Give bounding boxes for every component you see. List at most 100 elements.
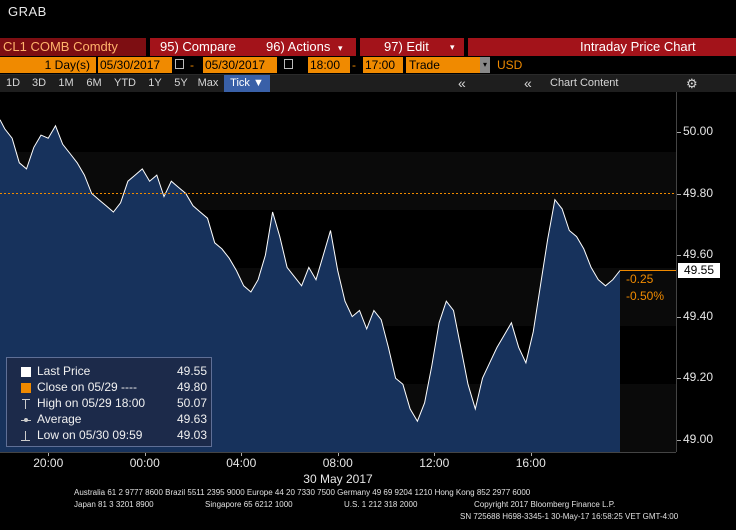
x-tick-label: 08:00 bbox=[322, 456, 353, 470]
legend-value: 49.63 bbox=[177, 412, 208, 426]
compare-button[interactable]: 95) Compare bbox=[160, 39, 236, 54]
y-tick-mark bbox=[677, 439, 681, 441]
x-axis: 20:00 00:00 04:00 08:00 12:00 16:00 bbox=[0, 452, 676, 473]
calendar-icon[interactable] bbox=[175, 59, 184, 69]
x-tick-mark bbox=[48, 453, 50, 456]
menu-bar: CL1 COMB Comdty 95) Compare 96) Actions … bbox=[0, 38, 736, 56]
collapse-left-icon[interactable]: « bbox=[458, 75, 466, 91]
x-tick-label: 00:00 bbox=[129, 456, 160, 470]
edit-menu[interactable]: 97) Edit bbox=[384, 38, 429, 56]
footer-contacts-japan: Japan 81 3 3201 8900 bbox=[74, 500, 154, 509]
footer-contacts-singapore: Singapore 65 6212 1000 bbox=[205, 500, 293, 509]
plot-band bbox=[0, 152, 676, 210]
y-tick-label: 50.00 bbox=[683, 124, 714, 138]
days-unit: Day(s) bbox=[54, 58, 90, 72]
caret-down-icon[interactable]: ▾ bbox=[450, 42, 455, 52]
period-1y[interactable]: 1Y bbox=[148, 77, 162, 89]
date-range-bar: 1 Day(s) 05/30/2017 - 05/30/2017 18:00 -… bbox=[0, 56, 736, 74]
chart-content-button[interactable]: Chart Content bbox=[550, 77, 619, 89]
x-tick-mark bbox=[337, 453, 339, 456]
white-square-icon bbox=[21, 367, 31, 377]
menu-separator bbox=[464, 38, 468, 56]
period-max[interactable]: Max bbox=[197, 77, 219, 89]
legend-row-close: Close on 05/29 ---- 49.80 bbox=[7, 380, 211, 396]
days-count: 1 bbox=[44, 58, 52, 72]
legend-row-high: High on 05/29 18:00 50.07 bbox=[7, 396, 211, 412]
period-6m[interactable]: 6M bbox=[86, 77, 102, 89]
security-ticker-field[interactable]: CL1 COMB Comdty bbox=[0, 38, 149, 56]
y-tick-mark bbox=[677, 378, 681, 380]
percent-change-label: -0.50% bbox=[626, 289, 665, 303]
actions-label: 96) Actions bbox=[266, 39, 331, 54]
date-range-dash: - bbox=[190, 58, 194, 72]
legend-row-low: Low on 05/30 09:59 49.03 bbox=[7, 428, 211, 444]
y-tick-label: 49.80 bbox=[683, 185, 714, 200]
period-1m[interactable]: 1M bbox=[58, 77, 74, 89]
window-title: GRAB bbox=[8, 4, 47, 19]
footer-copyright: Copyright 2017 Bloomberg Finance L.P. bbox=[474, 500, 616, 509]
low-marker-icon bbox=[21, 431, 31, 441]
currency-label: USD bbox=[497, 58, 523, 72]
y-tick-label: 49.40 bbox=[683, 308, 714, 323]
orange-square-icon bbox=[21, 383, 31, 393]
y-tick-mark bbox=[677, 316, 681, 318]
y-tick-label: 49.00 bbox=[683, 431, 714, 446]
legend-value: 49.03 bbox=[177, 428, 208, 442]
start-date-field[interactable]: 05/30/2017 bbox=[98, 57, 172, 73]
period-5y[interactable]: 5Y bbox=[174, 77, 188, 89]
x-tick-label: 16:00 bbox=[515, 456, 546, 470]
footer-contacts-line: Australia 61 2 9777 8600 Brazil 5511 239… bbox=[74, 488, 531, 497]
actions-menu[interactable]: 96) Actions ▾ bbox=[266, 38, 342, 56]
y-tick-mark bbox=[677, 193, 681, 195]
chart-type-title: Intraday Price Chart bbox=[580, 39, 696, 54]
end-time-field[interactable]: 17:00 bbox=[363, 57, 403, 73]
time-range-dash: - bbox=[352, 58, 356, 72]
menu-separator bbox=[356, 38, 360, 56]
period-toolbar: 1D 3D 1M 6M YTD 1Y 5Y Max Tick ▼ « « Cha… bbox=[0, 74, 736, 92]
legend-label: High on 05/29 18:00 bbox=[37, 396, 146, 410]
field-dropdown-arrow-icon[interactable]: ▾ bbox=[480, 57, 490, 73]
chart-legend[interactable]: Last Price 49.55 Close on 05/29 ---- 49.… bbox=[6, 357, 212, 447]
field-selector[interactable]: Trade bbox=[406, 57, 481, 73]
last-price-marker: 49.55 bbox=[678, 263, 720, 279]
legend-label: Average bbox=[37, 412, 82, 426]
footer-session-stamp: SN 725688 H698-3345-1 30-May-17 16:58:25… bbox=[460, 512, 679, 521]
menu-separator bbox=[146, 38, 150, 56]
last-price-line bbox=[0, 119, 621, 423]
x-tick-mark bbox=[530, 453, 532, 456]
y-tick-mark bbox=[677, 132, 681, 133]
legend-label: Last Price bbox=[37, 364, 91, 378]
end-date-field[interactable]: 05/30/2017 bbox=[203, 57, 277, 73]
x-tick-label: 20:00 bbox=[33, 456, 64, 470]
x-tick-mark bbox=[241, 453, 243, 456]
legend-row-last-price: Last Price 49.55 bbox=[7, 364, 211, 380]
start-time-field[interactable]: 18:00 bbox=[308, 57, 350, 73]
days-selector[interactable]: 1 Day(s) bbox=[0, 57, 96, 73]
legend-label: Low on 05/30 09:59 bbox=[37, 428, 143, 442]
legend-label: Close on 05/29 ---- bbox=[37, 380, 138, 394]
legend-row-average: Average 49.63 bbox=[7, 412, 211, 428]
period-3d[interactable]: 3D bbox=[31, 77, 47, 89]
caret-down-icon: ▾ bbox=[337, 43, 343, 53]
legend-value: 49.55 bbox=[177, 364, 208, 378]
edit-label: 97) Edit bbox=[384, 39, 429, 54]
y-tick-label: 49.60 bbox=[683, 247, 714, 262]
average-marker-icon bbox=[21, 415, 31, 425]
x-tick-mark bbox=[434, 453, 436, 456]
x-axis-date-caption: 30 May 2017 bbox=[303, 472, 373, 486]
footer-contacts-us: U.S. 1 212 318 2000 bbox=[344, 500, 418, 509]
y-tick-label: 49.20 bbox=[683, 370, 714, 385]
x-tick-label: 12:00 bbox=[419, 456, 450, 470]
net-change-label: -0.25 bbox=[626, 272, 654, 286]
x-tick-label: 04:00 bbox=[226, 456, 257, 470]
legend-value: 49.80 bbox=[177, 380, 208, 394]
expand-chart-content-icon[interactable]: « bbox=[524, 75, 532, 91]
plot-band bbox=[0, 92, 676, 152]
period-1d[interactable]: 1D bbox=[5, 77, 21, 89]
gear-icon[interactable]: ⚙ bbox=[686, 76, 698, 91]
tick-frequency-dropdown[interactable]: Tick ▼ bbox=[224, 75, 270, 92]
calendar-icon[interactable] bbox=[284, 59, 293, 69]
high-marker-icon bbox=[22, 399, 30, 409]
window-title-bar: GRAB bbox=[0, 0, 736, 38]
period-ytd[interactable]: YTD bbox=[114, 77, 136, 89]
